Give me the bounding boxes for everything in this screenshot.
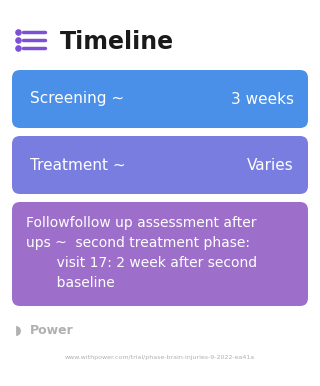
Text: Power: Power bbox=[30, 323, 74, 337]
Text: Treatment ~: Treatment ~ bbox=[30, 157, 126, 173]
FancyBboxPatch shape bbox=[12, 202, 308, 306]
Text: Varies: Varies bbox=[247, 157, 294, 173]
Text: 3 weeks: 3 weeks bbox=[231, 91, 294, 107]
Text: Followfollow up assessment after
ups ~  second treatment phase:
       visit 17:: Followfollow up assessment after ups ~ s… bbox=[26, 216, 257, 290]
FancyBboxPatch shape bbox=[12, 70, 308, 128]
Text: www.withpower.com/trial/phase-brain-injuries-9-2022-ea41a: www.withpower.com/trial/phase-brain-inju… bbox=[65, 356, 255, 361]
FancyBboxPatch shape bbox=[12, 136, 308, 194]
Text: Screening ~: Screening ~ bbox=[30, 91, 124, 107]
Text: ◗: ◗ bbox=[15, 323, 21, 337]
Text: Timeline: Timeline bbox=[60, 30, 174, 54]
